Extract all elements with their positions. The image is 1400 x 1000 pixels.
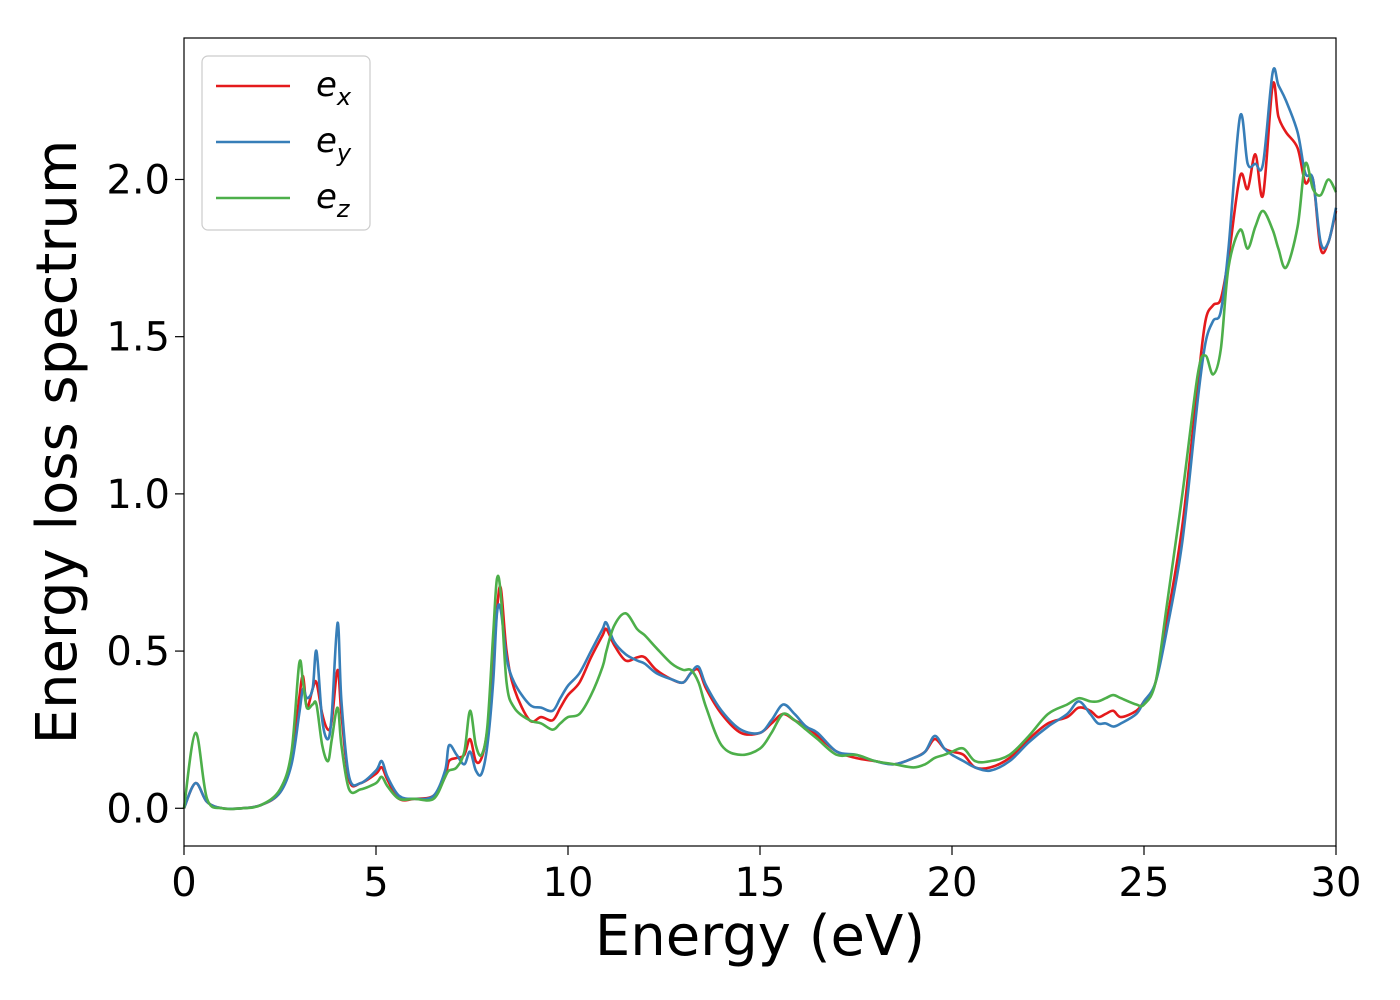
y-tick-label: 1.0 bbox=[106, 472, 170, 518]
plot-background bbox=[184, 38, 1336, 846]
x-tick-label: 15 bbox=[735, 860, 786, 906]
x-tick-label: 0 bbox=[171, 860, 196, 906]
y-tick-label: 0.0 bbox=[106, 786, 170, 832]
x-tick-label: 5 bbox=[363, 860, 388, 906]
series-line-z bbox=[182, 161, 1338, 811]
x-tick-label: 25 bbox=[1119, 860, 1170, 906]
x-axis-ticks: 0 5 10 15 20 25 30 bbox=[171, 846, 1361, 906]
y-tick-label: 2.0 bbox=[106, 157, 170, 203]
y-axis-ticks: 0.0 0.5 1.0 1.5 2.0 bbox=[106, 157, 184, 832]
x-tick-label: 30 bbox=[1311, 860, 1362, 906]
x-axis-label: Energy (eV) bbox=[595, 904, 925, 969]
x-tick-label: 10 bbox=[543, 860, 594, 906]
y-tick-label: 0.5 bbox=[106, 629, 170, 675]
series-layer bbox=[182, 67, 1338, 811]
y-axis-label: Energy loss spectrum bbox=[25, 140, 90, 745]
x-tick-label: 20 bbox=[927, 860, 978, 906]
y-tick-label: 1.5 bbox=[106, 315, 170, 361]
